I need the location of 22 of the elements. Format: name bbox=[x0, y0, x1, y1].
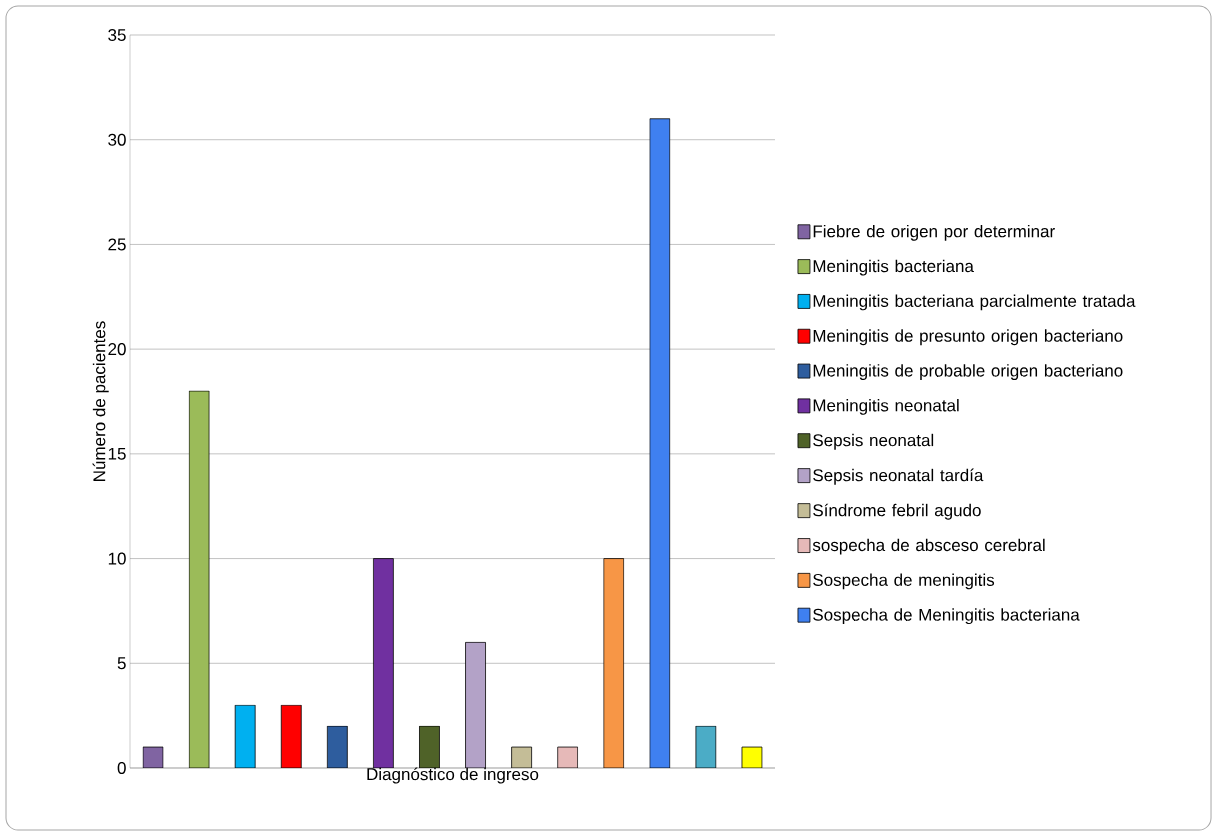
y-tick-label: 20 bbox=[108, 343, 126, 356]
y-tick-label: 5 bbox=[117, 657, 126, 670]
legend-label: Síndrome febril agudo bbox=[813, 503, 981, 520]
y-axis-title: Número de pacientes bbox=[92, 321, 109, 481]
legend-label: sospecha de absceso cerebral bbox=[812, 538, 1045, 555]
legend-label: Meningitis de probable origen bacteriano bbox=[813, 364, 1123, 380]
y-tick-label: 25 bbox=[108, 238, 126, 251]
y-tick-label: 15 bbox=[108, 447, 126, 460]
legend-label: Sepsis neonatal bbox=[813, 433, 934, 450]
y-tick-label: 10 bbox=[108, 552, 126, 565]
legend-label: Sospecha de Meningitis bacteriana bbox=[813, 608, 1080, 625]
y-tick-label: 30 bbox=[108, 133, 126, 146]
legend-label: Meningitis bacteriana parcialmente tratada bbox=[813, 294, 1136, 311]
legend-label: Fiebre de origen por determinar bbox=[813, 224, 1055, 241]
y-tick-label: 35 bbox=[108, 28, 126, 42]
legend-label: Sospecha de meningitis bbox=[813, 573, 995, 590]
legend-label: Meningitis bacteriana bbox=[813, 259, 974, 276]
x-axis-title: Diagnóstico de ingreso bbox=[367, 767, 539, 784]
legend-label: Meningitis de presunto origen bacteriano bbox=[813, 329, 1123, 346]
legend-label: Sepsis neonatal tardía bbox=[813, 468, 984, 485]
y-tick-label: 0 bbox=[117, 761, 126, 775]
legend-label: Meningitis neonatal bbox=[813, 398, 959, 415]
